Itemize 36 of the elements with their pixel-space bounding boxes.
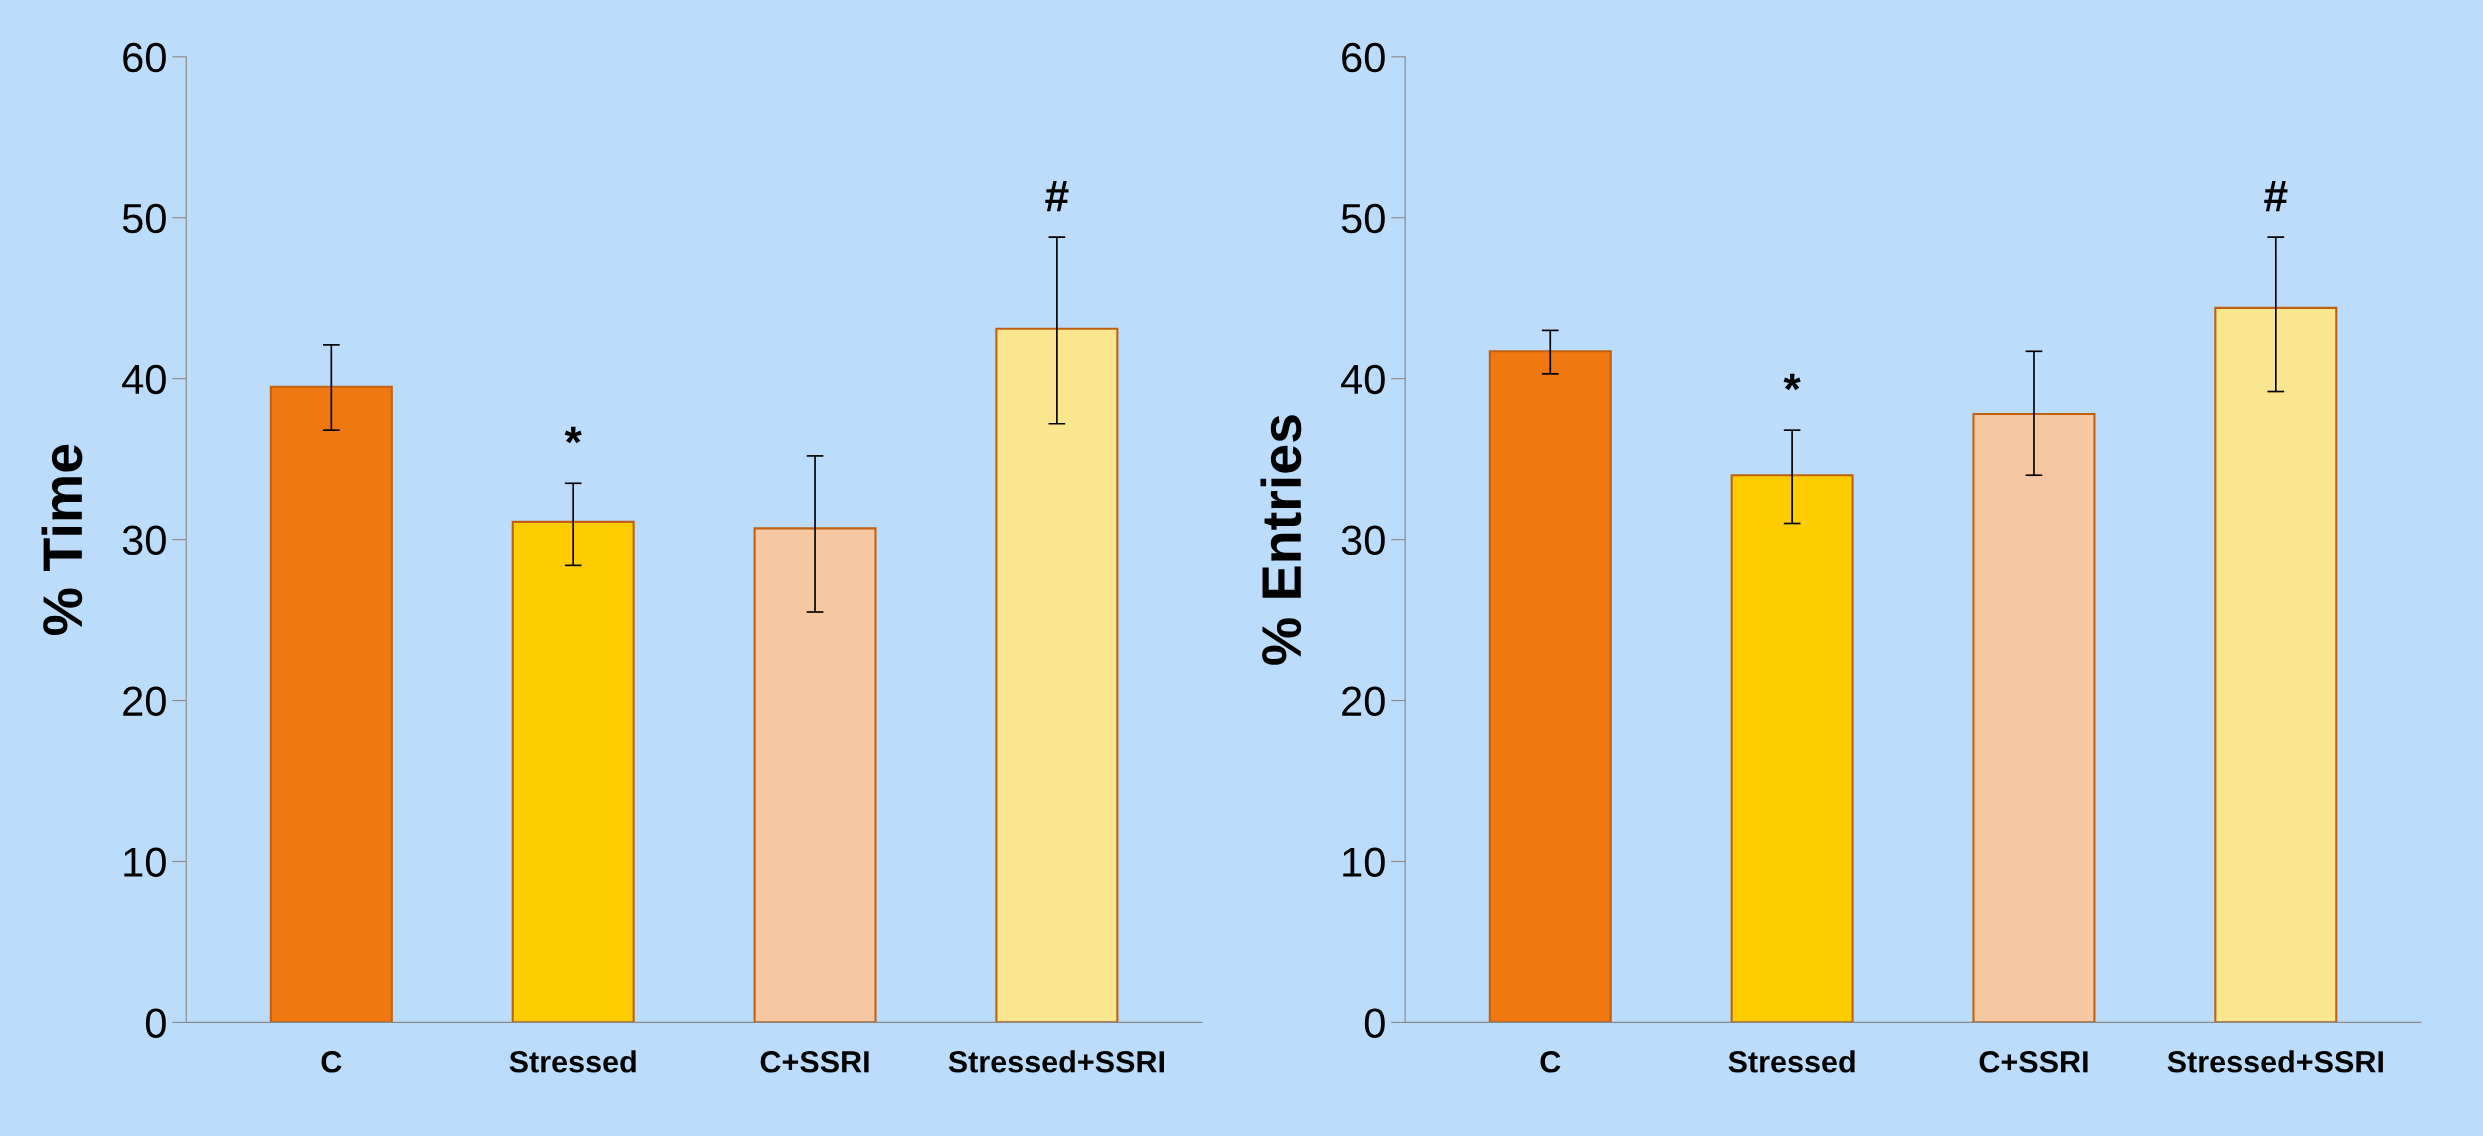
x-tick-label: Stressed+SSRI	[948, 1050, 1164, 1073]
y-tick-label: 60	[1342, 42, 1385, 73]
y-tick-label: 50	[122, 203, 166, 234]
bar	[753, 527, 877, 1023]
y-tick-label: 40	[122, 364, 166, 395]
y-tick-label: 0	[1364, 1008, 1385, 1038]
x-tick-label: C+SSRI	[760, 1050, 869, 1073]
y-tick-label: 40	[1341, 364, 1385, 395]
x-tick-label: Stressed	[1728, 1050, 1855, 1073]
annotation: *	[564, 426, 582, 444]
y-tick-label: 50	[1341, 203, 1385, 234]
y-axis-title: % Time	[41, 444, 83, 635]
y-tick-label: 10	[1343, 847, 1385, 877]
bar	[511, 520, 635, 1023]
x-tick-label: C+SSRI	[1979, 1050, 2088, 1073]
annotation: #	[2264, 180, 2288, 212]
bar	[1972, 413, 2096, 1023]
y-tick-label: 60	[123, 42, 166, 73]
bar	[995, 327, 1119, 1023]
y-tick-label: 30	[122, 525, 166, 556]
bar	[2214, 306, 2338, 1023]
y-tick-label: 20	[123, 686, 166, 717]
bar	[1730, 474, 1854, 1023]
y-tick-label: 20	[1342, 686, 1385, 717]
bar	[1488, 350, 1612, 1023]
y-tick-label: 10	[124, 847, 166, 877]
annotation: #	[1045, 180, 1069, 212]
y-axis-title: % Entries	[1260, 415, 1302, 665]
x-tick-label: Stressed+SSRI	[2167, 1050, 2383, 1073]
y-tick-label: 0	[145, 1008, 166, 1038]
x-tick-label: C	[321, 1050, 342, 1073]
x-tick-label: C	[1540, 1050, 1561, 1073]
annotation: *	[1783, 373, 1801, 391]
x-tick-label: Stressed	[509, 1050, 636, 1073]
y-tick-label: 30	[1341, 525, 1385, 556]
bar	[269, 385, 393, 1023]
